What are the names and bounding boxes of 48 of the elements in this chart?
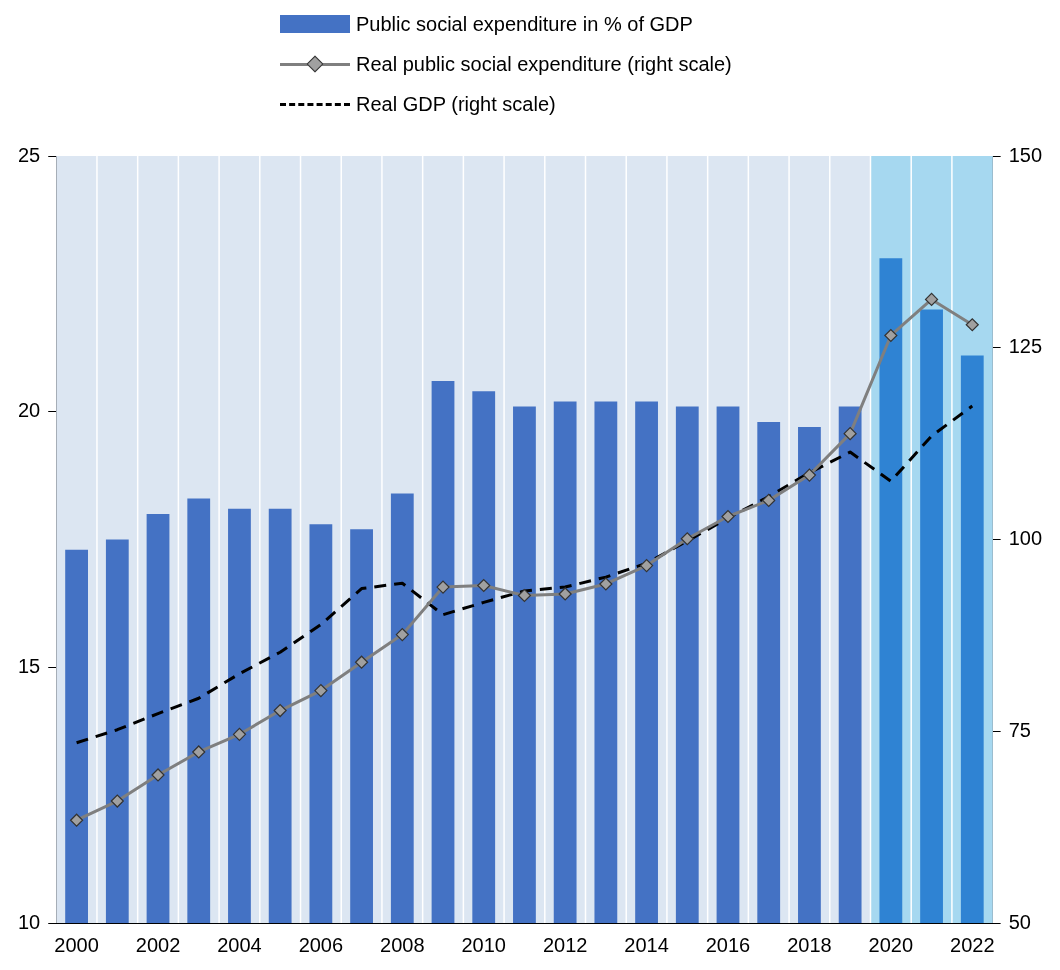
y-tick-label: 20 [18,399,41,422]
x-tick-label: 2000 [54,933,99,956]
x-tick-label: 2016 [705,933,751,956]
y-tick-label: 25 [18,143,41,166]
point [802,468,817,482]
legend-label: Real GDP (right scale) [356,92,556,116]
x-tick-label: 2010 [461,933,506,956]
x-tick-label: 2004 [217,933,262,956]
point [192,745,206,759]
x-tick-label: 2014 [624,933,669,956]
point [721,509,735,524]
point [110,794,124,808]
point [273,703,287,718]
point [314,684,328,698]
point [436,580,450,594]
point [843,427,857,441]
point [354,655,369,669]
point [151,768,165,782]
y-tick-label: 15 [18,654,41,677]
point [680,532,694,546]
legend-label: Real public social expenditure (right scale) [356,52,732,76]
x-tick-label: 2002 [135,933,181,956]
y2-tick-label: 150 [1008,143,1043,166]
x-tick-label: 2006 [298,933,344,956]
x-tick-label: 2022 [950,933,995,956]
x-tick-label: 2008 [380,933,425,956]
point [762,493,776,507]
point [965,318,979,332]
point [884,328,898,343]
line-series [75,404,974,745]
point [395,628,409,642]
point [477,578,491,593]
y2-tick-label: 75 [1008,718,1031,741]
point [639,558,654,573]
point [232,727,247,741]
y2-tick-label: 50 [1008,910,1031,933]
point [924,292,939,307]
point [558,587,572,601]
y2-tick-label: 100 [1008,527,1043,550]
point [517,588,532,603]
point [599,577,613,591]
legend-label: Public social expenditure in % of GDP [356,12,693,36]
y2-tick-label: 125 [1008,335,1043,358]
x-tick-label: 2012 [542,933,588,956]
y-tick-label: 10 [18,910,41,933]
point [70,813,84,827]
x-tick-label: 2018 [787,933,832,956]
x-tick-label: 2020 [868,933,914,956]
